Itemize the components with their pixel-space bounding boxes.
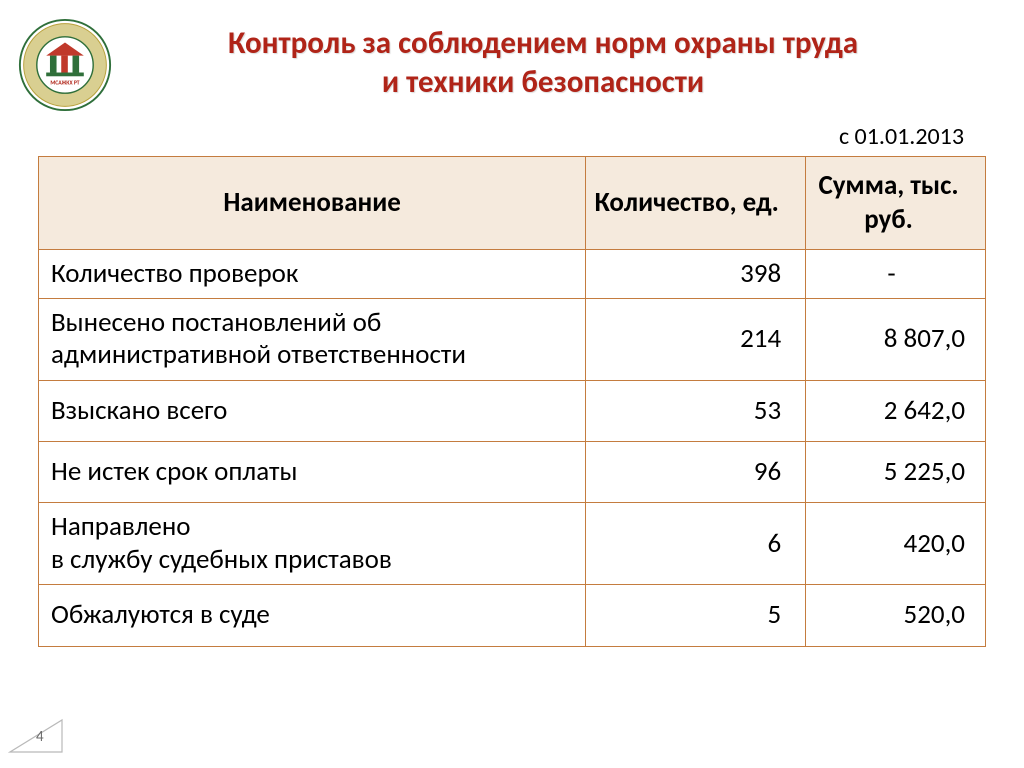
cell-qty: 398 [586, 249, 806, 298]
cell-name: Количество проверок [39, 249, 586, 298]
cell-sum: 420,0 [806, 503, 986, 585]
table-row: Направленов службу судебных приставов642… [39, 503, 986, 585]
cell-name: Направленов службу судебных приставов [39, 503, 586, 585]
cell-sum: 520,0 [806, 585, 986, 646]
page-corner: 4 [8, 718, 64, 754]
logo-text: МСАЖКХ РТ [50, 80, 79, 87]
cell-name: Взыскано всего [39, 380, 586, 441]
cell-qty: 214 [586, 298, 806, 380]
table-row: Обжалуются в суде5520,0 [39, 585, 986, 646]
col-header-sum: Сумма, тыс. руб. [806, 157, 986, 250]
cell-sum: 8 807,0 [806, 298, 986, 380]
cell-qty: 53 [586, 380, 806, 441]
page-number: 4 [36, 728, 44, 746]
cell-qty: 96 [586, 442, 806, 503]
title-line-2: и техники безопасности [382, 63, 704, 101]
cell-sum: 2 642,0 [806, 380, 986, 441]
page-title: Контроль за соблюдением норм охраны труд… [112, 18, 994, 102]
table-row: Не истек срок оплаты965 225,0 [39, 442, 986, 503]
cell-qty: 5 [586, 585, 806, 646]
table-row: Вынесено постановлений об административн… [39, 298, 986, 380]
col-header-name: Наименование [39, 157, 586, 250]
date-label: с 01.01.2013 [839, 122, 964, 151]
data-table: Наименование Количество, ед. Сумма, тыс.… [38, 156, 986, 647]
cell-name: Вынесено постановлений об административн… [39, 298, 586, 380]
cell-name: Обжалуются в суде [39, 585, 586, 646]
cell-name: Не истек срок оплаты [39, 442, 586, 503]
cell-sum: - [806, 249, 986, 298]
title-line-1: Контроль за соблюдением норм охраны труд… [228, 24, 858, 62]
cell-qty: 6 [586, 503, 806, 585]
col-header-qty: Количество, ед. [586, 157, 806, 250]
table-row: Количество проверок398- [39, 249, 986, 298]
cell-sum: 5 225,0 [806, 442, 986, 503]
organization-logo: МСАЖКХ РТ [18, 18, 112, 112]
table-header-row: Наименование Количество, ед. Сумма, тыс.… [39, 157, 986, 250]
table-row: Взыскано всего532 642,0 [39, 380, 986, 441]
